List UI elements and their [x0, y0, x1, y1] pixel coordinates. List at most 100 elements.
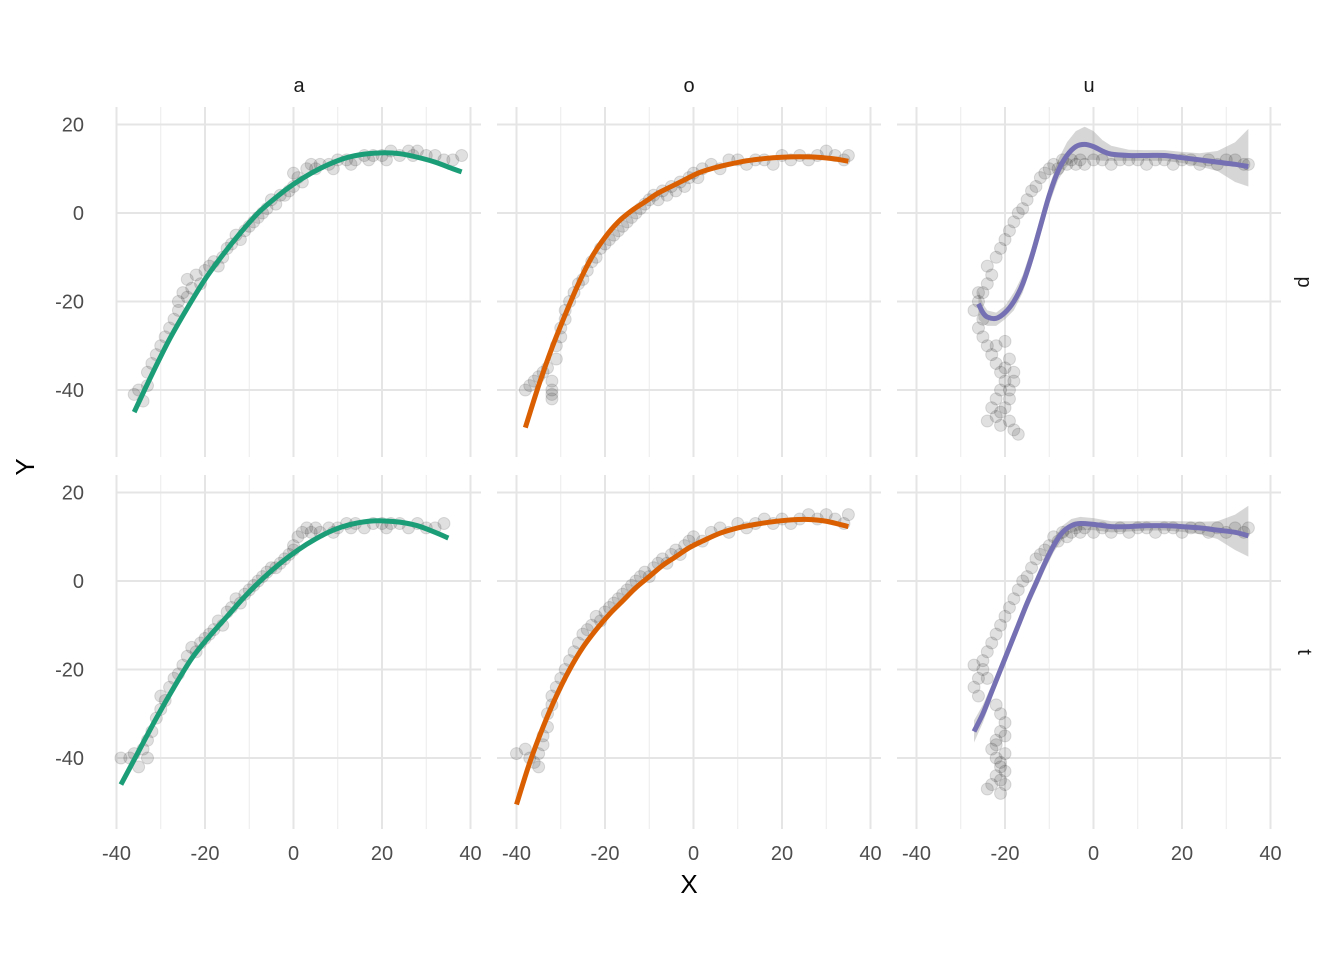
- data-point: [998, 401, 1012, 415]
- data-point: [998, 374, 1012, 388]
- panel-grid-a-t: [115, 475, 481, 829]
- y-tick-label: -20: [55, 292, 84, 314]
- data-point: [998, 609, 1012, 623]
- data-point: [989, 738, 1003, 752]
- data-point: [994, 383, 1008, 397]
- x-tick-label: -20: [591, 843, 620, 865]
- data-point: [140, 751, 154, 765]
- data-point: [971, 689, 985, 703]
- data-point: [841, 508, 855, 522]
- data-point: [287, 166, 300, 180]
- data-point: [985, 348, 999, 362]
- data-point: [518, 742, 532, 756]
- data-point: [1002, 392, 1016, 406]
- data-point: [518, 383, 532, 397]
- data-point: [994, 618, 1008, 632]
- x-tick-label: 20: [371, 843, 393, 865]
- data-point: [1087, 153, 1100, 167]
- data-point: [985, 742, 999, 756]
- smooth-line-a: [131, 150, 463, 414]
- data-point: [1020, 570, 1034, 584]
- data-point: [1016, 574, 1030, 588]
- data-point: [295, 525, 309, 539]
- data-point: [989, 769, 1003, 783]
- data-point: [1002, 352, 1016, 366]
- strip-label-col-a: a: [293, 75, 305, 97]
- y-tick-label: 0: [73, 571, 84, 593]
- data-point: [1002, 414, 1016, 428]
- data-point: [994, 773, 1008, 787]
- data-point: [1095, 153, 1109, 167]
- data-point: [998, 747, 1012, 761]
- data-point: [437, 516, 451, 530]
- y-tick-label: 20: [62, 483, 84, 505]
- data-point: [994, 418, 1008, 432]
- x-tick-label: 40: [859, 843, 881, 865]
- data-point: [1016, 202, 1030, 216]
- data-point: [989, 627, 1003, 641]
- data-point: [1073, 153, 1087, 167]
- data-point: [304, 525, 318, 539]
- data-point: [998, 233, 1012, 247]
- data-point: [589, 609, 603, 623]
- data-point: [985, 778, 999, 792]
- data-point: [980, 339, 994, 353]
- panel-u-t: [967, 505, 1255, 800]
- data-point: [1078, 157, 1092, 171]
- data-point: [545, 387, 559, 401]
- data-point: [1011, 583, 1025, 597]
- data-point: [994, 365, 1008, 379]
- confidence-ribbon: [974, 505, 1249, 743]
- smooth-line-o: [522, 154, 849, 429]
- data-point: [300, 521, 314, 535]
- x-tick-label: 40: [1259, 843, 1281, 865]
- y-tick-label: -40: [55, 380, 84, 402]
- panel-grid-u-p: [897, 107, 1281, 457]
- data-point: [549, 352, 563, 366]
- data-point: [994, 707, 1008, 721]
- data-point: [998, 729, 1012, 743]
- data-point: [576, 627, 590, 641]
- data-point: [1011, 206, 1025, 220]
- data-point: [1025, 184, 1039, 198]
- data-point: [510, 747, 523, 761]
- data-point: [967, 658, 981, 672]
- panel-a-t: [114, 516, 451, 786]
- y-axis-title: Y: [10, 458, 40, 475]
- data-point: [998, 361, 1012, 375]
- data-point: [1029, 179, 1043, 193]
- x-tick-label: 0: [688, 843, 699, 865]
- data-point: [1038, 166, 1052, 180]
- strip-label-row-p: p: [1293, 276, 1315, 287]
- data-point: [1104, 157, 1118, 171]
- axes-layer: a o u p t 20 0 -20 -40 20 0 -20 -40 -40 -20 0 20 40 -40 -20…: [55, 75, 1315, 865]
- data-point: [994, 760, 1008, 774]
- panel-grid-u-t: [897, 475, 1281, 829]
- strip-label-row-t: t: [1293, 649, 1315, 655]
- x-tick-label: 20: [771, 843, 793, 865]
- strip-label-col-u: u: [1083, 75, 1094, 97]
- data-point: [545, 374, 559, 388]
- data-point: [976, 286, 990, 300]
- data-point: [523, 379, 537, 393]
- data-point: [114, 751, 128, 765]
- data-point: [989, 356, 1003, 370]
- data-point: [976, 654, 990, 668]
- data-point: [994, 241, 1008, 255]
- x-tick-label: 0: [1088, 843, 1099, 865]
- data-point: [971, 321, 985, 335]
- data-point: [1002, 224, 1016, 238]
- data-point: [985, 636, 999, 650]
- data-point: [455, 148, 469, 162]
- x-tick-label: -20: [191, 843, 220, 865]
- x-tick-label: 40: [459, 843, 481, 865]
- data-point: [994, 405, 1008, 419]
- data-point: [989, 751, 1003, 765]
- x-tick-label: 0: [288, 843, 299, 865]
- x-tick-label: -40: [502, 843, 531, 865]
- confidence-ribbon: [978, 126, 1249, 326]
- data-point: [545, 392, 559, 406]
- data-point: [1029, 552, 1043, 566]
- data-point: [545, 383, 559, 397]
